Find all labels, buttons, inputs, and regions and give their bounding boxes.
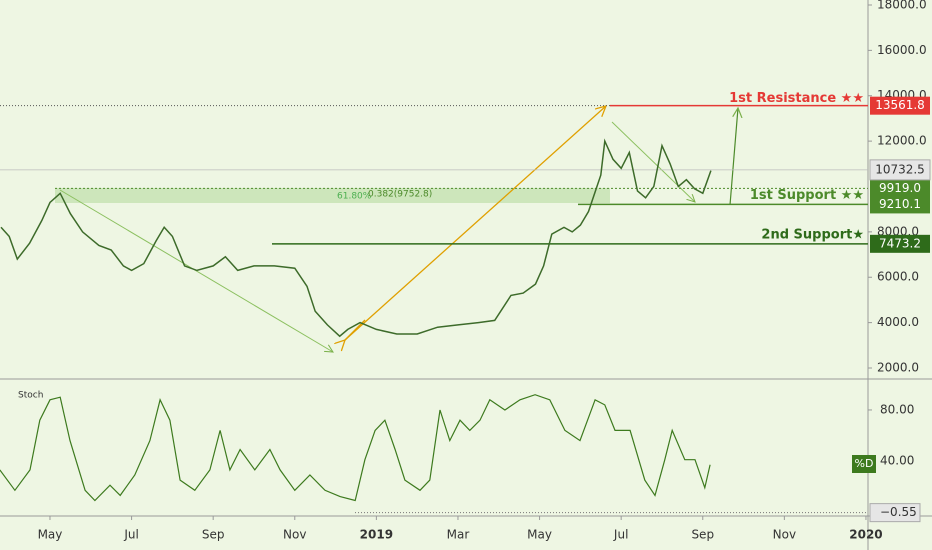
x-tick-label: May [527, 528, 552, 542]
series-label: %D [855, 457, 874, 470]
level-price: 9210.1 [879, 197, 921, 211]
x-tick-label: May [38, 528, 63, 542]
price-line [0, 138, 712, 338]
trend-arrow [611, 121, 695, 202]
level-price: 13561.8 [875, 98, 925, 112]
trend-arrow [344, 106, 606, 341]
x-tick-label: Mar [447, 528, 470, 542]
last-price-box [869, 159, 931, 181]
y-tick-label: −0.55 [880, 505, 917, 519]
series-label-box [852, 455, 876, 473]
indicator-title: Stoch [18, 391, 43, 401]
y-tick-label: 80.00 [880, 402, 914, 416]
level-price-box [870, 234, 930, 253]
y-tick-label: 6000.0 [877, 270, 919, 284]
fib-zone [55, 188, 610, 203]
fib-annotation: 61.80% [337, 192, 372, 202]
x-tick-label: Sep [691, 528, 714, 542]
target-arrow [729, 108, 738, 206]
y-tick-label: 2000.0 [877, 360, 919, 374]
tick-box [869, 503, 921, 523]
x-tick-label: 2020 [849, 528, 882, 542]
level-label: 1st Support ★★ [750, 188, 864, 203]
level-price-box [870, 96, 930, 115]
x-tick-label: Nov [283, 528, 306, 542]
zone-price: 9919.0 [879, 181, 921, 195]
y-tick-label: 16000.0 [877, 43, 927, 57]
y-tick-label: 12000.0 [877, 134, 927, 148]
y-tick-label: 40.00 [880, 453, 914, 467]
fib-annotation: 0.382(9752.8) [368, 190, 432, 200]
x-tick-label: Jul [613, 528, 628, 542]
level-price-box [870, 195, 930, 214]
level-label: 2nd Support★ [761, 227, 864, 242]
y-tick-label: 4000.0 [877, 315, 919, 329]
x-tick-label: Sep [202, 528, 225, 542]
x-tick-label: 2019 [360, 528, 393, 542]
y-tick-label: 18000.0 [877, 0, 927, 11]
zone-price-box [870, 179, 930, 198]
last-price: 10732.5 [875, 162, 925, 176]
level-label: 1st Resistance ★★ [729, 91, 864, 106]
plot-background [0, 0, 868, 516]
level-price: 7473.2 [879, 236, 921, 250]
x-tick-label: Nov [773, 528, 796, 542]
x-tick-label: Jul [123, 528, 138, 542]
stoch-line [0, 394, 711, 502]
